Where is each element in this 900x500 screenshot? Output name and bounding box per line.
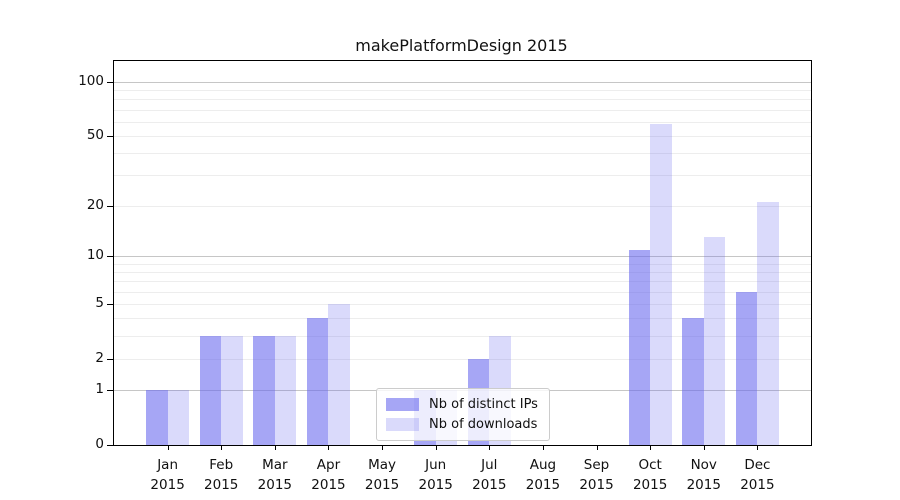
bar-distinct-ips-dec [735, 291, 758, 445]
xtick-label-5: Jun 2015 [418, 457, 453, 494]
bar-distinct-ips-nov [682, 318, 704, 445]
gridline-minor-2 [114, 358, 811, 360]
bar-distinct-ips-oct [628, 249, 651, 445]
gridline-minor-80 [114, 99, 811, 101]
ytick-label-50: 50 [86, 126, 104, 143]
bar-distinct-ips-jan [146, 390, 168, 445]
xtick-mark-10 [703, 445, 705, 450]
ytick-mark-0 [107, 445, 113, 446]
ytick-label-10: 10 [86, 247, 104, 264]
xtick-label-0: Jan 2015 [150, 457, 185, 494]
legend-entry-distinct-ips: Nb of distinct IPs [386, 397, 538, 412]
gridline-minor-60 [114, 121, 811, 123]
gridline-minor-4 [114, 318, 811, 320]
bar-downloads-jan [167, 390, 190, 445]
gridline-minor-6 [114, 291, 811, 293]
bar-downloads-oct [650, 124, 672, 445]
gridline-minor-40 [114, 152, 811, 154]
bar-distinct-ips-feb [199, 335, 222, 445]
bar-downloads-apr [328, 304, 350, 445]
bar-distinct-ips-apr [306, 318, 329, 445]
legend-entry-downloads: Nb of downloads [386, 417, 538, 432]
gridline-minor-7 [114, 281, 811, 283]
xtick-label-1: Feb 2015 [204, 457, 239, 494]
xtick-mark-2 [274, 445, 276, 450]
gridline-minor-70 [114, 109, 811, 111]
xtick-mark-3 [328, 445, 330, 450]
gridline-minor-20 [114, 205, 811, 207]
ytick-mark-10 [107, 256, 113, 258]
gridline-major-100 [114, 82, 811, 84]
xtick-mark-9 [650, 445, 652, 450]
xtick-label-11: Dec 2015 [740, 457, 775, 494]
xtick-mark-4 [382, 445, 384, 450]
ytick-mark-2 [107, 358, 113, 360]
ytick-label-5: 5 [95, 295, 104, 312]
ytick-mark-50 [107, 135, 113, 137]
xtick-mark-0 [167, 445, 169, 450]
xtick-label-7: Aug 2015 [525, 457, 561, 494]
xtick-mark-6 [489, 445, 491, 450]
xtick-mark-7 [542, 445, 544, 450]
gridline-minor-8 [114, 272, 811, 274]
xtick-mark-8 [596, 445, 598, 450]
gridline-major-10 [114, 256, 811, 258]
gridline-minor-50 [114, 135, 811, 137]
xtick-label-3: Apr 2015 [311, 457, 346, 494]
xtick-label-2: Mar 2015 [257, 457, 293, 494]
xtick-mark-1 [221, 445, 223, 450]
chart-title: makePlatformDesign 2015 [355, 36, 568, 55]
ytick-label-2: 2 [95, 349, 104, 366]
xtick-label-10: Nov 2015 [686, 457, 721, 494]
ytick-label-20: 20 [86, 196, 104, 213]
gridline-minor-5 [114, 304, 811, 306]
gridline-minor-30 [114, 174, 811, 176]
ytick-label-0: 0 [95, 436, 104, 452]
xtick-label-8: Sep 2015 [579, 457, 614, 494]
legend-swatch-distinct-ips [386, 398, 419, 411]
gridline-minor-9 [114, 263, 811, 265]
legend-label-distinct-ips: Nb of distinct IPs [429, 397, 538, 412]
legend-swatch-downloads [386, 418, 419, 431]
xtick-label-9: Oct 2015 [632, 457, 668, 494]
xtick-label-4: May 2015 [364, 457, 400, 494]
ytick-label-1: 1 [95, 381, 104, 398]
legend: Nb of distinct IPs Nb of downloads [376, 388, 550, 441]
gridline-minor-90 [114, 90, 811, 92]
ytick-mark-1 [107, 390, 113, 392]
ytick-label-100: 100 [78, 73, 104, 90]
bar-downloads-dec [757, 201, 779, 445]
xtick-label-6: Jul 2015 [472, 457, 507, 494]
plot-area: Nb of distinct IPs Nb of downloads 0 1 2 5 1… [78, 60, 812, 493]
legend-label-downloads: Nb of downloads [429, 417, 538, 432]
bar-downloads-nov [703, 237, 726, 445]
xtick-mark-11 [757, 445, 759, 450]
ytick-mark-100 [107, 82, 113, 84]
bar-downloads-feb [221, 335, 243, 445]
bar-downloads-mar [274, 335, 297, 445]
gridline-minor-3 [114, 335, 811, 337]
ytick-mark-20 [107, 205, 113, 207]
bar-distinct-ips-mar [253, 335, 275, 445]
xtick-mark-5 [435, 445, 437, 450]
ytick-mark-5 [107, 304, 113, 306]
